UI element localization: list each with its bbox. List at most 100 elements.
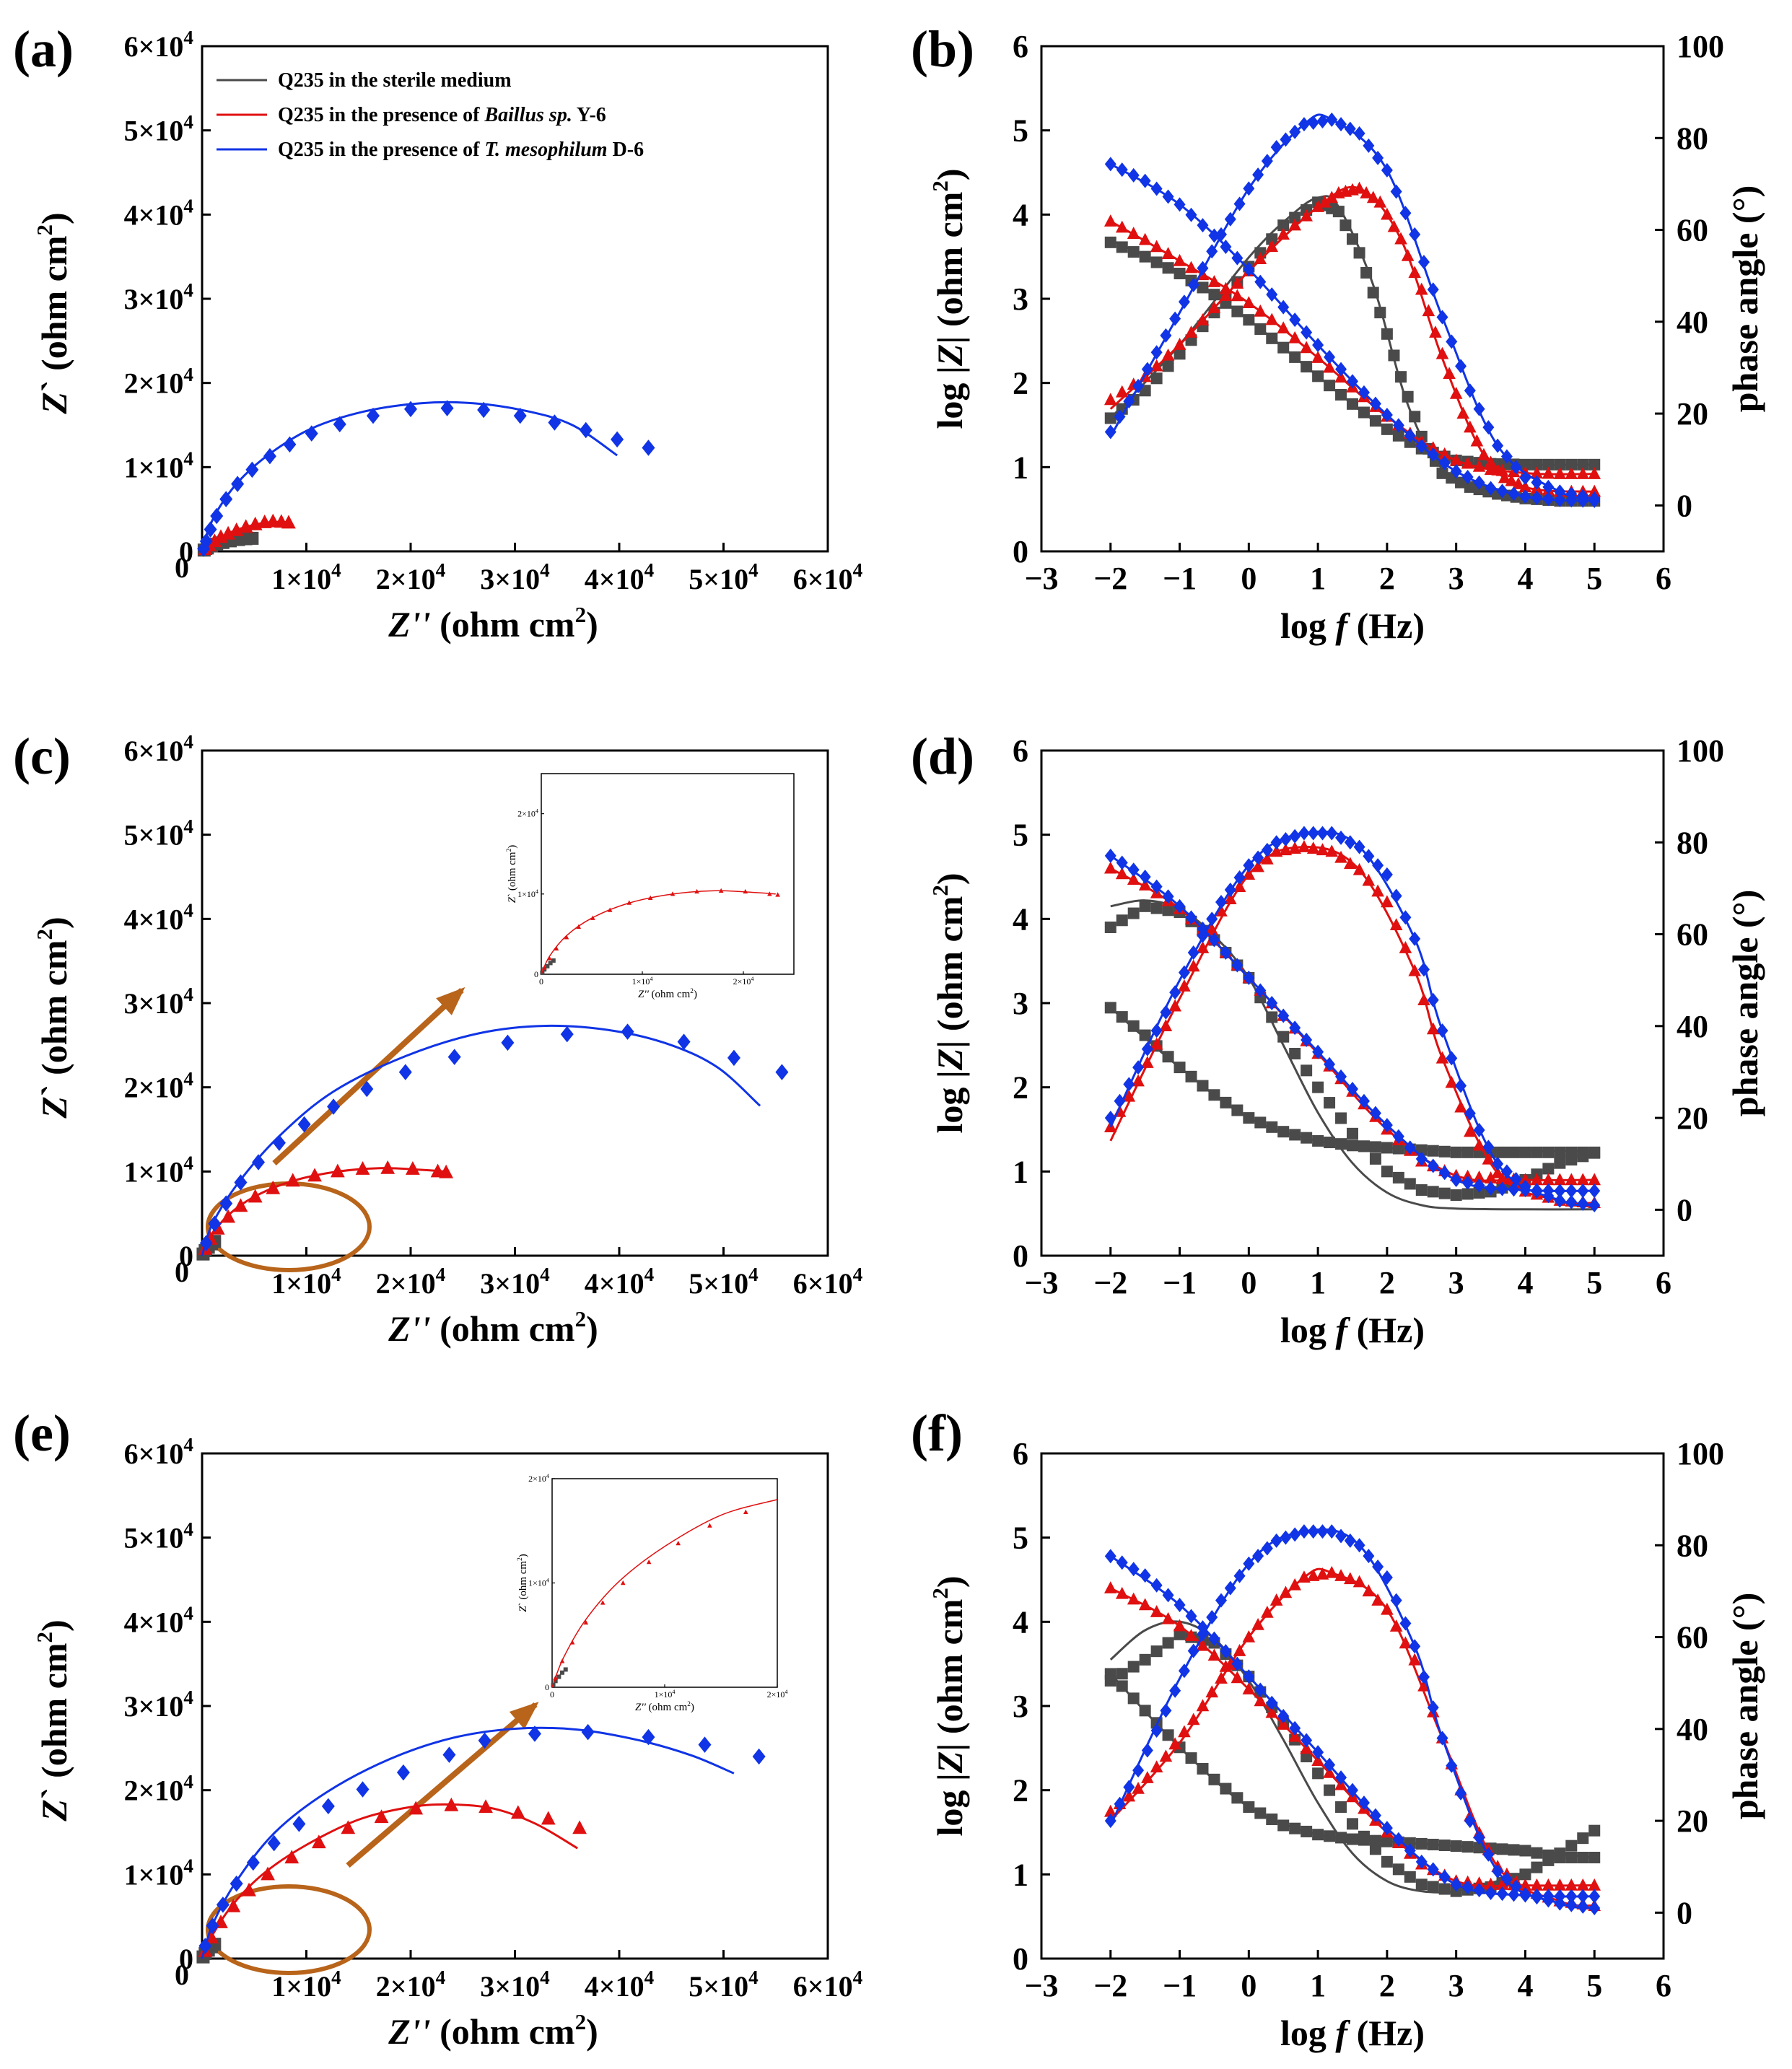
data-point (1173, 1062, 1186, 1074)
data-point (1588, 1198, 1601, 1212)
data-point (234, 1174, 248, 1191)
data-point (1335, 1112, 1347, 1124)
data-point (1422, 304, 1435, 317)
data-point (1138, 1598, 1152, 1611)
data-point (1464, 1814, 1476, 1829)
data-point (1335, 1832, 1347, 1844)
legend-label: Q235 in the presence of T. mesophilum D-… (278, 139, 644, 161)
x-axis-title: log f (Hz) (1280, 605, 1425, 646)
data-point (501, 1034, 515, 1051)
y-tick-label: 3×104 (124, 984, 194, 1020)
data-point (1510, 1879, 1522, 1894)
inset-data-point (545, 963, 550, 968)
data-point (1277, 299, 1290, 315)
x-tick-label: 1×104 (271, 1264, 341, 1300)
data-point (1279, 843, 1293, 856)
data-point (1518, 1173, 1532, 1186)
data-point (1449, 453, 1463, 466)
data-point (1576, 467, 1590, 479)
data-point (1565, 1852, 1578, 1863)
data-point (242, 1882, 256, 1897)
data-point (1280, 1530, 1292, 1545)
zoom-arrowhead (509, 1702, 539, 1730)
data-point (1162, 1637, 1174, 1649)
inset-x-tick-label: 1×104 (655, 1689, 676, 1700)
data-point (1243, 181, 1255, 196)
data-point (1577, 1832, 1589, 1845)
data-point (330, 1163, 345, 1178)
y-tick-label: 6×104 (124, 1434, 194, 1470)
data-point (1344, 835, 1356, 850)
data-point (1150, 1760, 1163, 1773)
data-point (1289, 1527, 1301, 1542)
data-point (1484, 1877, 1498, 1890)
x-tick-label: 3×104 (480, 559, 550, 595)
data-point (1114, 409, 1126, 424)
data-point (1254, 983, 1267, 998)
data-point (1369, 1106, 1381, 1121)
data-point (1265, 312, 1279, 325)
data-point (396, 1764, 410, 1781)
data-point (1169, 311, 1181, 326)
data-point (1312, 1081, 1324, 1093)
x-tick-label: 3 (1448, 1968, 1464, 2003)
data-point (1205, 922, 1219, 935)
inset-y-tick-label: 1×104 (517, 888, 538, 899)
data-point (1392, 1863, 1404, 1876)
inset-y-tick-label: 2×104 (528, 1473, 549, 1484)
data-point (1242, 1630, 1256, 1642)
data-point (1288, 841, 1301, 854)
data-point (1436, 1731, 1448, 1746)
y2-tick-label: 0 (1677, 1192, 1692, 1228)
x-tick-label: 2×104 (376, 1967, 446, 2003)
data-point (1588, 491, 1601, 506)
data-point (1554, 1193, 1566, 1208)
y-tick-label: 5×104 (124, 111, 194, 147)
inset-x-tick-label: 0 (539, 976, 543, 987)
data-point (1362, 873, 1376, 886)
data-point (1381, 1602, 1394, 1615)
data-point (1127, 907, 1140, 919)
data-point (1417, 962, 1430, 977)
data-point (1173, 338, 1186, 350)
data-point (1588, 1878, 1601, 1891)
data-point (1178, 1725, 1191, 1738)
data-point (1404, 1843, 1416, 1858)
data-point (1427, 1881, 1439, 1893)
y-axis-title: Z` (ohm cm2) (32, 917, 74, 1119)
data-point (252, 1154, 266, 1171)
data-point (1381, 162, 1393, 178)
data-point (210, 507, 224, 525)
data-point (1588, 458, 1601, 471)
data-point (1427, 282, 1439, 297)
data-point (1404, 1178, 1416, 1190)
data-point (1301, 361, 1313, 373)
data-point (1324, 1757, 1336, 1772)
data-point (1185, 910, 1197, 925)
data-point (1316, 113, 1329, 128)
y-tick-label: 1×104 (124, 1152, 194, 1189)
data-point (1473, 1830, 1485, 1845)
data-point (478, 1732, 491, 1749)
x-tick-label: 5 (1586, 561, 1602, 596)
data-point (245, 461, 259, 478)
data-point (444, 1797, 459, 1811)
data-point (1150, 256, 1163, 268)
data-point (1438, 1165, 1451, 1181)
data-point (1344, 857, 1357, 870)
data-point (1473, 1186, 1485, 1199)
data-point (1277, 1008, 1290, 1023)
inset-data-point (707, 1523, 712, 1528)
data-point (1335, 389, 1347, 401)
data-point (1485, 481, 1497, 496)
data-point (1464, 1106, 1476, 1121)
data-point (1186, 1712, 1200, 1725)
inset-data-point (767, 891, 772, 896)
data-point (1161, 247, 1175, 259)
data-point (1554, 1852, 1566, 1863)
data-point (1360, 186, 1373, 198)
data-point (1588, 1901, 1601, 1915)
x-tick-label: −2 (1093, 1265, 1127, 1300)
x-tick-label: 2 (1379, 1968, 1395, 2003)
data-point (1519, 458, 1531, 471)
